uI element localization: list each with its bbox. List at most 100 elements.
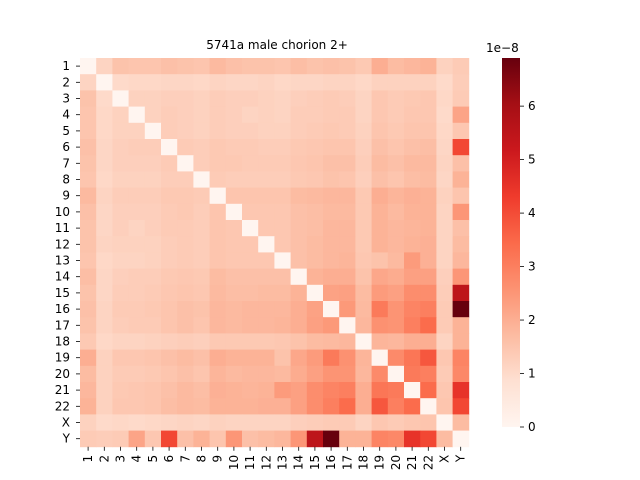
heatmap-cell-15-2 [96,284,113,302]
heatmap-cell-22-14 [290,398,308,415]
heatmap-cell-8-11 [242,171,259,188]
heatmap-cell-4-22 [420,106,437,124]
heatmap-cell-17-19 [371,317,389,334]
heatmap-cell-15-20 [387,284,405,302]
heatmap-cell-X-16 [323,414,340,431]
heatmap-cell-11-Y [452,220,470,237]
heatmap-cell-8-Y [452,171,470,188]
heatmap-cell-1-18 [355,58,372,75]
heatmap-cell-5-X [436,122,453,140]
y-tick-label-Y: Y [62,432,71,446]
heatmap-cell-9-17 [339,187,356,205]
heatmap-cell-5-7 [177,122,194,140]
heatmap-cell-13-X [436,252,453,269]
heatmap-cell-3-18 [355,90,372,107]
heatmap-cell-2-21 [404,74,421,91]
heatmap-cell-10-15 [306,203,324,221]
heatmap-cell-20-X [436,365,453,383]
heatmap-cell-11-7 [177,220,194,237]
heatmap-cell-8-5 [144,171,162,188]
heatmap-cell-21-19 [371,382,389,399]
heatmap-cell-17-6 [161,317,178,334]
heatmap-cell-21-14 [290,382,308,399]
heatmap-cell-8-6 [161,171,178,188]
heatmap-cell-20-21 [404,365,421,383]
heatmap-cell-14-17 [339,268,356,286]
x-tick-label-14: 14 [292,455,306,470]
heatmap-cell-14-8 [193,268,210,286]
x-tick-label-16: 16 [324,455,338,470]
heatmap-cell-2-7 [177,74,194,91]
heatmap-cell-2-9 [209,74,227,91]
heatmap-cell-14-X [436,268,453,286]
heatmap-cell-18-7 [177,333,194,350]
heatmap-cell-17-16 [323,317,340,334]
heatmap-cell-6-1 [80,139,97,156]
heatmap-cell-8-15 [306,171,324,188]
heatmap-cell-14-2 [96,268,113,286]
heatmap-cell-17-5 [144,317,162,334]
heatmap-cell-7-3 [112,155,129,172]
heatmap-cell-21-Y [452,382,470,399]
heatmap-cell-22-3 [112,398,129,415]
heatmap-cell-8-1 [80,171,97,188]
heatmap-cell-Y-X [436,430,453,448]
heatmap-cell-21-2 [96,382,113,399]
heatmap-cell-16-20 [387,301,405,318]
heatmap-cell-17-4 [128,317,146,334]
heatmap-cell-15-Y [452,284,470,302]
heatmap-cell-13-13 [274,252,291,269]
heatmap-cell-10-12 [258,203,275,221]
heatmap-cell-22-X [436,398,453,415]
heatmap-cell-14-19 [371,268,389,286]
heatmap-cell-12-8 [193,236,210,253]
heatmap-cell-16-11 [242,301,259,318]
y-tick-label-4: 4 [62,108,70,122]
heatmap-cell-2-Y [452,74,470,91]
heatmap-cell-Y-19 [371,430,389,448]
heatmap-cell-10-17 [339,203,356,221]
heatmap-cell-8-4 [128,171,146,188]
heatmap-cell-15-22 [420,284,437,302]
heatmap-cells [80,58,470,448]
heatmap-cell-16-1 [80,301,97,318]
heatmap-cell-3-11 [242,90,259,107]
heatmap-cell-19-19 [371,349,389,367]
heatmap-cell-22-16 [323,398,340,415]
heatmap-cell-21-3 [112,382,129,399]
heatmap-cell-1-17 [339,58,356,75]
heatmap-cell-19-2 [96,349,113,367]
colorbar-tick-label-2: 2 [528,313,536,327]
heatmap-cell-12-12 [258,236,275,253]
heatmap-cell-2-20 [387,74,405,91]
y-tick-label-16: 16 [55,302,70,316]
heatmap-cell-16-8 [193,301,210,318]
heatmap-cell-22-1 [80,398,97,415]
heatmap-cell-18-19 [371,333,389,350]
heatmap-cell-20-8 [193,365,210,383]
heatmap-cell-19-21 [404,349,421,367]
heatmap-cell-17-11 [242,317,259,334]
x-tick-label-3: 3 [114,455,128,463]
heatmap-cell-9-9 [209,187,227,205]
heatmap-cell-13-3 [112,252,129,269]
heatmap-cell-Y-21 [404,430,421,448]
y-tick-label-7: 7 [62,156,70,170]
heatmap-cell-16-Y [452,301,470,318]
heatmap-cell-10-22 [420,203,437,221]
heatmap-cell-19-10 [225,349,243,367]
heatmap-cell-6-11 [242,139,259,156]
heatmap-cell-20-14 [290,365,308,383]
heatmap-cell-3-16 [323,90,340,107]
heatmap-cell-X-20 [387,414,405,431]
heatmap-cell-16-10 [225,301,243,318]
heatmap-cell-5-15 [306,122,324,140]
heatmap-cell-11-4 [128,220,146,237]
heatmap-cell-8-2 [96,171,113,188]
heatmap-cell-7-9 [209,155,227,172]
heatmap-cell-4-21 [404,106,421,124]
heatmap-cell-21-18 [355,382,372,399]
heatmap-cell-20-16 [323,365,340,383]
heatmap-cell-Y-18 [355,430,372,448]
heatmap-cell-5-20 [387,122,405,140]
